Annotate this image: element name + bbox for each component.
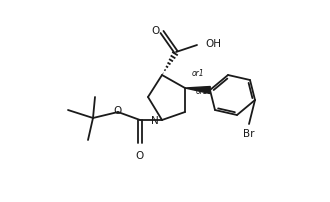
Text: or1: or1 <box>192 68 205 78</box>
Text: OH: OH <box>205 39 221 49</box>
Text: Br: Br <box>243 129 255 139</box>
Text: or1: or1 <box>196 87 209 97</box>
Polygon shape <box>185 86 210 94</box>
Text: O: O <box>152 26 160 36</box>
Text: O: O <box>136 151 144 161</box>
Text: O: O <box>113 106 121 116</box>
Text: N: N <box>151 116 159 126</box>
